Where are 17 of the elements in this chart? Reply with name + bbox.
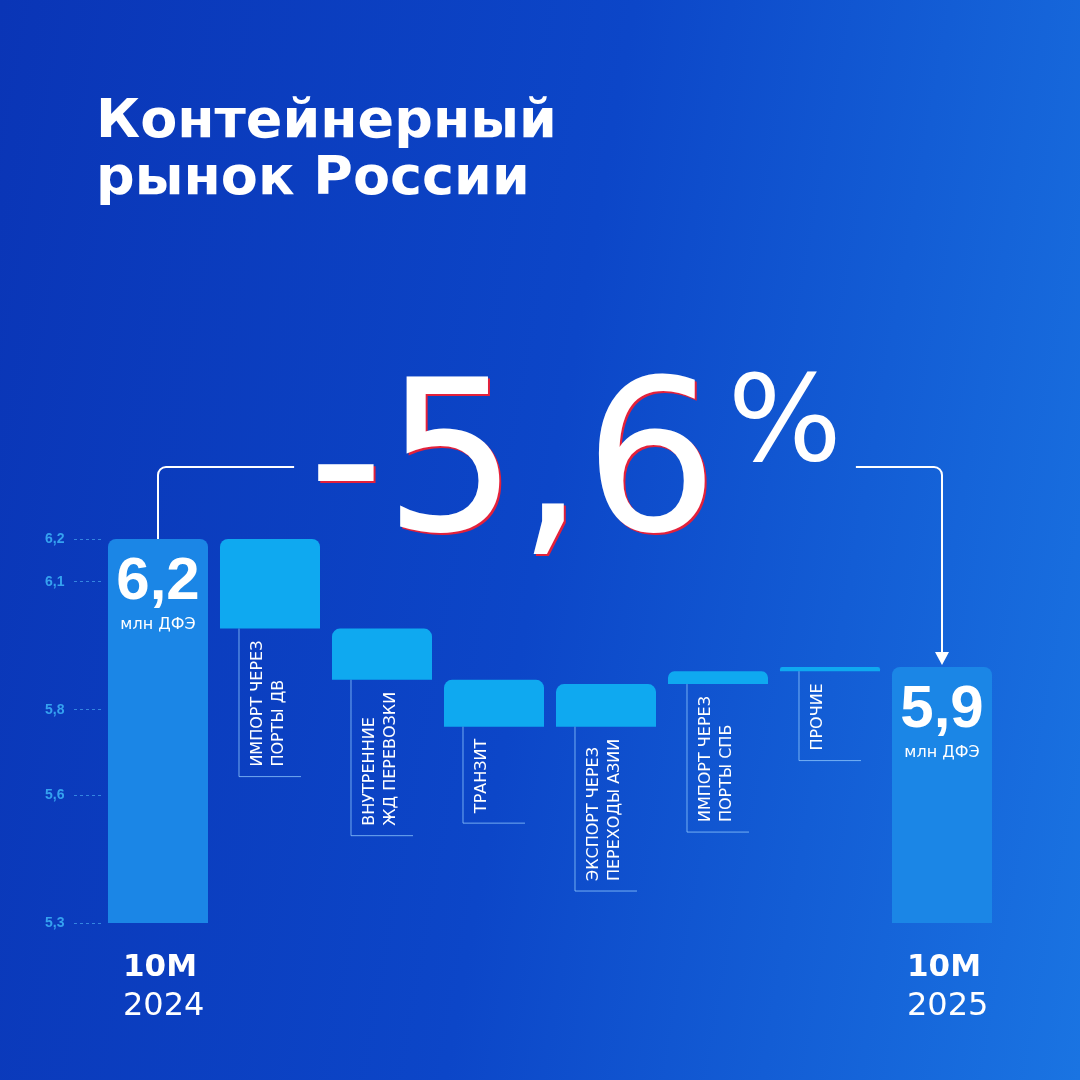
x-tick-label: ЭКСПОРТ ЧЕРЕЗ ПЕРЕХОДЫ АЗИИ	[583, 738, 624, 882]
chart-title: Контейнерный рынок России	[96, 87, 557, 207]
x-tick-label: 10М 2025	[906, 947, 989, 1023]
data-label: 6,2 млн ДФЭ	[116, 545, 200, 633]
annotation: -5,6%	[308, 335, 842, 580]
x-tick-label: ИМПОРТ ЧЕРЕЗ ПОРТЫ СПБ	[695, 696, 736, 823]
x-tick-label: ИМПОРТ ЧЕРЕЗ ПОРТЫ ДВ	[247, 640, 288, 767]
y-tick-label: 6,2	[45, 529, 65, 546]
y-tick-label: 6,1	[45, 572, 65, 589]
y-tick-label: 5,6	[45, 785, 65, 802]
x-tick-label: ПРОЧИЕ	[807, 683, 827, 751]
x-tick-label: 10М 2024	[122, 947, 205, 1023]
y-tick-label: 5,3	[45, 913, 65, 930]
y-tick-label: 5,8	[45, 700, 65, 717]
data-label: 5,9 млн ДФЭ	[900, 673, 984, 761]
x-tick-label: ТРАНЗИТ	[471, 738, 491, 815]
x-tick-label: ВНУТРЕННИЕ ЖД ПЕРЕВОЗКИ	[359, 691, 400, 826]
